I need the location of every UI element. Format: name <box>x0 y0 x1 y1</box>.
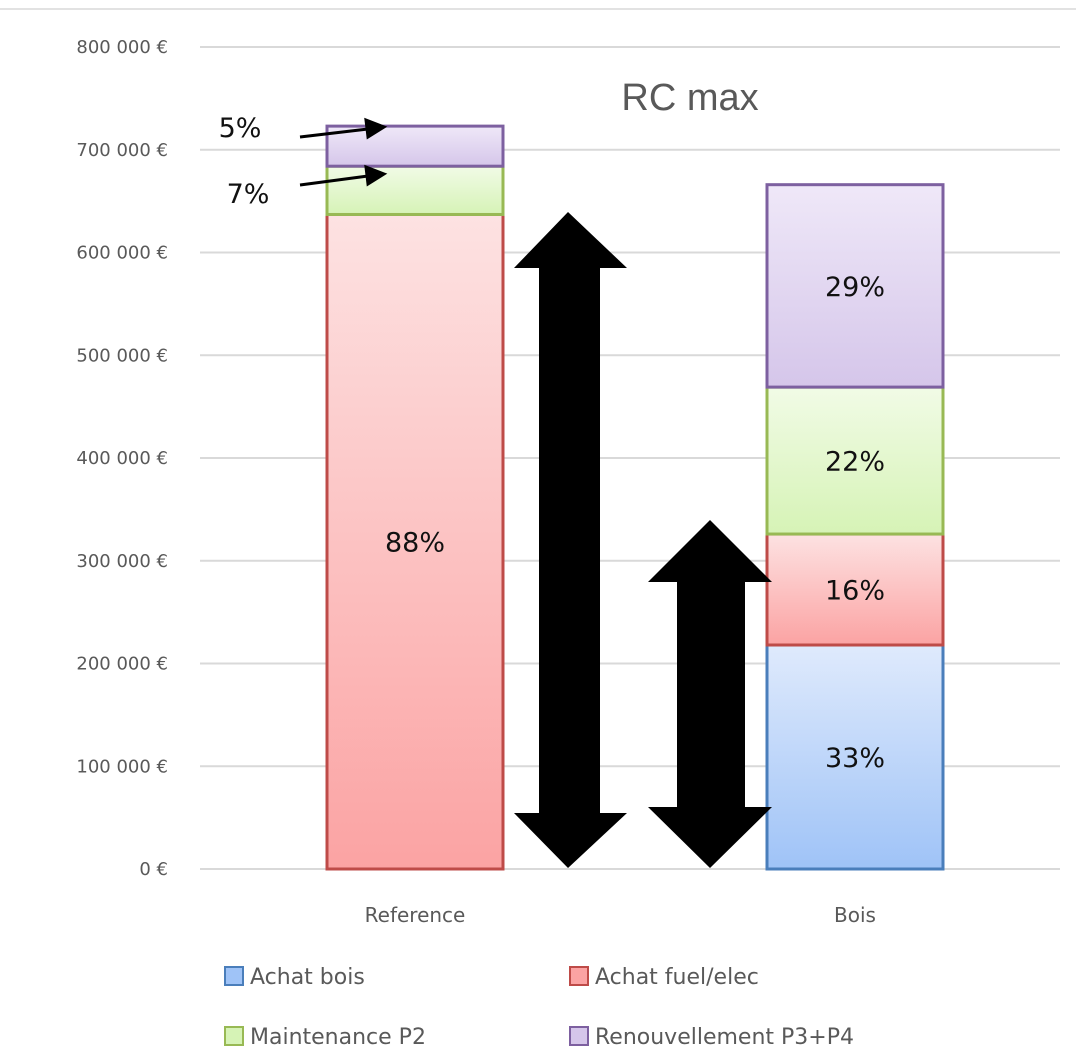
category-labels: Reference Bois <box>365 903 876 927</box>
annotation-arrows <box>299 117 388 187</box>
y-axis: 0 € 100 000 € 200 000 € 300 000 € 400 000 € 5… <box>76 37 168 880</box>
double-arrow-bois <box>648 520 772 868</box>
data-label-outside: 7% <box>227 179 270 210</box>
y-tick-label: 400 000 € <box>76 448 168 469</box>
double-arrow-reference <box>514 212 627 868</box>
arrow-7pct <box>299 174 369 187</box>
bar-segment <box>765 532 945 647</box>
bar-segment <box>765 183 945 389</box>
y-tick-label: 600 000 € <box>76 243 168 264</box>
data-label: 22% <box>825 447 885 478</box>
data-label: 16% <box>825 576 885 607</box>
arrow-7pct-head <box>364 164 388 187</box>
legend-label: Achat bois <box>250 965 365 990</box>
arrow-5pct <box>299 127 369 139</box>
arrow-5pct-head <box>364 117 388 140</box>
y-tick-label: 500 000 € <box>76 345 168 366</box>
data-label-outside: 5% <box>219 113 262 144</box>
data-label: 33% <box>825 743 885 774</box>
bar-segment <box>325 164 505 216</box>
x-category-label: Bois <box>834 903 876 927</box>
y-tick-label: 800 000 € <box>76 37 168 58</box>
legend-label: Achat fuel/elec <box>595 965 759 990</box>
x-category-label: Reference <box>365 903 466 927</box>
bar-segment <box>765 643 945 871</box>
legend-swatch <box>224 966 244 986</box>
legend: Achat bois Achat fuel/elec Maintenance P2 R… <box>224 965 854 1050</box>
y-tick-label: 0 € <box>139 859 168 880</box>
y-tick-label: 300 000 € <box>76 551 168 572</box>
legend-swatch <box>569 1026 589 1046</box>
legend-swatch <box>224 1026 244 1046</box>
data-label: 29% <box>825 272 885 303</box>
y-tick-label: 100 000 € <box>76 756 168 777</box>
y-tick-label: 700 000 € <box>76 140 168 161</box>
legend-label: Maintenance P2 <box>250 1025 426 1050</box>
chart-title: RC max <box>621 77 758 119</box>
bars: 88% 33% 16% 22% 29% 5% 7% <box>219 113 945 871</box>
bar-segment <box>325 124 505 168</box>
legend-swatch <box>569 966 589 986</box>
data-label: 88% <box>385 528 445 559</box>
bar-segment <box>765 385 945 536</box>
y-tick-label: 200 000 € <box>76 654 168 675</box>
legend-label: Renouvellement P3+P4 <box>595 1025 854 1050</box>
